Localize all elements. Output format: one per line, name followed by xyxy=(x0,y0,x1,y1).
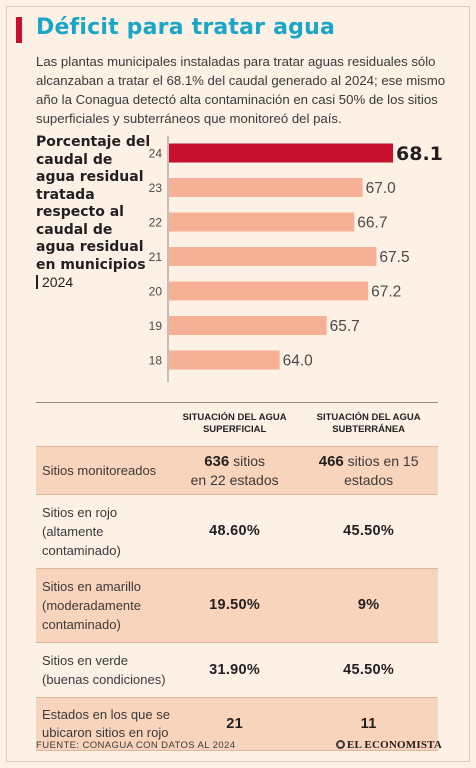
bar xyxy=(169,178,363,197)
category-tick-label: 24 xyxy=(149,147,163,161)
bar-value-label: 68.1 xyxy=(396,143,443,165)
intro-text: Las plantas municipales instaladas para … xyxy=(36,54,446,126)
category-tick-label: 23 xyxy=(149,181,163,195)
cell-states-surface: 21 xyxy=(170,697,300,751)
bar-value-label: 67.5 xyxy=(379,249,409,266)
cell-yellow-surface: 19.50% xyxy=(170,568,300,643)
cell-green-ground: 45.50% xyxy=(299,642,438,698)
monitored-surface-count: 636 xyxy=(204,453,230,470)
brand-icon xyxy=(336,740,345,749)
row-label-red-2: (altamente xyxy=(42,524,104,539)
bar-value-label: 65.7 xyxy=(330,318,360,335)
row-label-monitored: Sitios monitoreados xyxy=(36,446,170,495)
bar xyxy=(169,281,369,301)
row-label-green: Sitios en verde (buenas condiciones) xyxy=(36,642,170,698)
bar-value-label: 67.0 xyxy=(366,180,397,197)
bar xyxy=(169,316,327,335)
bar-value-label: 64.0 xyxy=(283,353,314,370)
cell-red-surface: 48.60% xyxy=(170,494,300,569)
cell-monitored-ground: 466 sitios en 15 estados xyxy=(299,446,438,495)
category-tick-label: 19 xyxy=(149,319,163,333)
monitored-surface-text: sitios xyxy=(233,453,266,469)
row-label-red-1: Sitios en rojo xyxy=(42,505,118,520)
row-label-yellow: Sitios en amarillo (moderadamente contam… xyxy=(36,568,170,643)
bar xyxy=(169,212,355,232)
bar xyxy=(169,143,393,163)
category-tick-label: 21 xyxy=(149,250,163,264)
chart-subtitle-wrap: 2024 xyxy=(36,274,73,290)
table-header-blank xyxy=(36,412,170,447)
chart-title-block: Porcentaje del caudal de agua residual t… xyxy=(36,134,156,293)
monitored-surface-text2: en 22 estados xyxy=(190,472,279,488)
row-label-states-1: Estados en los que se xyxy=(42,707,170,722)
row-label-green-1: Sitios en verde xyxy=(42,653,128,668)
row-label-yellow-3: contaminado) xyxy=(42,617,121,632)
source-note: FUENTE: CONAGUA CON DATOS AL 2024 xyxy=(36,740,236,751)
header-ground: SITUACIÓN DEL AGUA SUBTERRÁNEA xyxy=(316,412,421,435)
category-tick-label: 20 xyxy=(149,285,163,299)
row-label-states-2: ubicaron sitios en rojo xyxy=(42,725,169,740)
bar-value-label: 67.2 xyxy=(371,284,401,301)
bar-chart: 24 68.1 23 67.0 22 66.7 21 67.5 20 67.2 19 65.7 18 64… xyxy=(149,136,443,382)
bar xyxy=(169,350,280,370)
cell-red-ground: 45.50% xyxy=(299,494,438,569)
page-title: Déficit para tratar agua xyxy=(36,15,335,40)
category-tick-label: 22 xyxy=(149,216,163,230)
cell-monitored-surface: 636 sitios en 22 estados xyxy=(170,446,300,495)
bar-value-label: 66.7 xyxy=(357,215,387,232)
header-surface: SITUACIÓN DEL AGUA SUPERFICIAL xyxy=(182,412,287,435)
monitored-ground-count: 466 xyxy=(318,453,344,470)
chart-subtitle: 2024 xyxy=(42,274,74,290)
brand-name: EL ECONOMISTA xyxy=(347,739,442,751)
brand-logo: EL ECONOMISTA xyxy=(336,739,442,751)
chart-title: Porcentaje del caudal de agua residual t… xyxy=(36,134,151,273)
table-row-states: Estados en los que se ubicaron sitios en… xyxy=(36,697,438,751)
row-label-states: Estados en los que se ubicaron sitios en… xyxy=(36,697,170,751)
table-row-red: Sitios en rojo (altamente contaminado) 4… xyxy=(36,494,438,569)
title-accent-bar xyxy=(16,17,22,43)
row-label-red-3: contaminado) xyxy=(42,543,121,558)
table-row-yellow: Sitios en amarillo (moderadamente contam… xyxy=(36,568,438,643)
table-row-monitored: Sitios monitoreados 636 sitios en 22 est… xyxy=(36,446,438,495)
table-header-row: SITUACIÓN DEL AGUA SUPERFICIAL SITUACIÓN… xyxy=(36,412,438,447)
bar xyxy=(169,247,377,266)
table-row-green: Sitios en verde (buenas condiciones) 31.… xyxy=(36,642,438,698)
cell-states-ground: 11 xyxy=(299,697,438,751)
cell-yellow-ground: 9% xyxy=(299,568,438,643)
row-label-green-2: (buenas condiciones) xyxy=(42,672,166,687)
row-label-red: Sitios en rojo (altamente contaminado) xyxy=(36,494,170,569)
monitored-ground-text: sitios en 15 xyxy=(347,453,419,469)
cell-green-surface: 31.90% xyxy=(170,642,300,698)
row-label-yellow-1: Sitios en amarillo xyxy=(42,579,141,594)
section-divider xyxy=(36,402,438,403)
monitored-ground-text2: estados xyxy=(344,472,394,488)
water-quality-table: SITUACIÓN DEL AGUA SUPERFICIAL SITUACIÓN… xyxy=(36,412,438,751)
subtitle-separator xyxy=(36,275,38,289)
category-tick-label: 18 xyxy=(149,354,163,368)
row-label-yellow-2: (moderadamente xyxy=(42,598,141,613)
